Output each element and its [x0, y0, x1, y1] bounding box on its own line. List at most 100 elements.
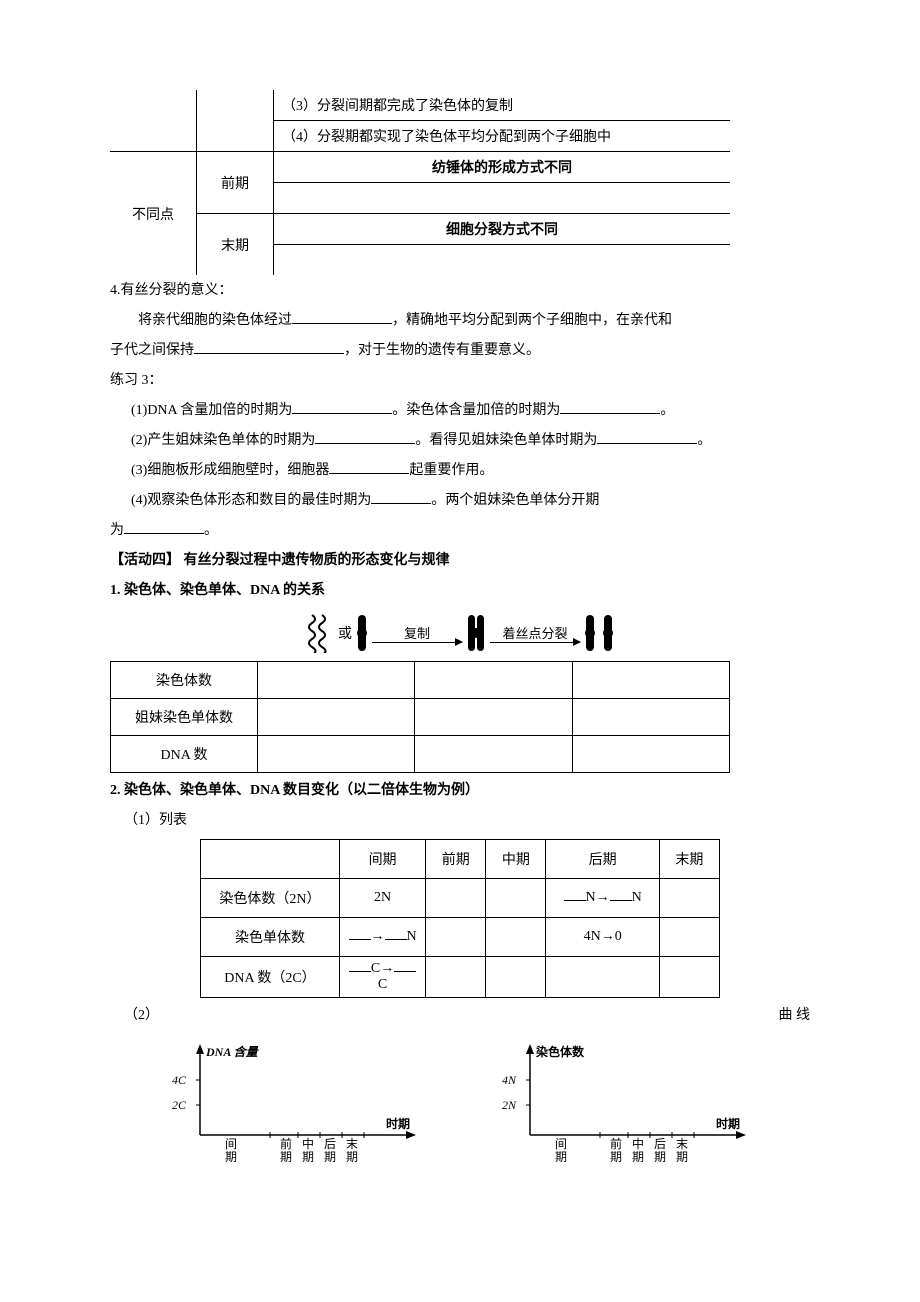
replication-diagram: 或 复制 着丝点分裂 — [110, 613, 810, 653]
graph-row: DNA 含量 4C 2C 时期 间 期 前 期 中 期 后 期 末 期 — [110, 1040, 810, 1170]
t3-r3-c4 — [546, 957, 659, 998]
g2-4n: 4N — [502, 1073, 517, 1087]
t3-r3c1b: C — [378, 977, 387, 992]
table1-telophase: 末期 — [197, 214, 274, 276]
t3-r2-c4: 4N→0 — [546, 918, 659, 957]
t3-r1-c1: 2N — [339, 879, 425, 918]
g2-x1b: 期 — [555, 1150, 567, 1164]
t3-r1-label: 染色体数（2N） — [201, 879, 340, 918]
blank — [292, 399, 392, 414]
count-table: 间期 前期 中期 后期 末期 染色体数（2N） 2N N→N 染色单体数 →N … — [200, 839, 720, 998]
table1-division: 细胞分裂方式不同 — [274, 214, 731, 245]
table1-same-4: （4）分裂期都实现了染色体平均分配到两个子细胞中 — [274, 121, 731, 152]
g1-ylabel: DNA 含量 — [205, 1045, 260, 1059]
table1-empty-cell — [110, 90, 197, 152]
q3a: (3)细胞板形成细胞壁时，细胞器 — [131, 463, 329, 478]
q1b: 。染色体含量加倍的时期为 — [392, 403, 560, 418]
t2-r1-c2 — [415, 662, 572, 699]
t3-r3-label: DNA 数（2C） — [201, 957, 340, 998]
split-label: 着丝点分裂 — [502, 623, 567, 642]
blank — [292, 309, 392, 324]
t3-r2-c1: →N — [339, 918, 425, 957]
two-chromatids-icon — [586, 615, 612, 651]
dna-content-graph: DNA 含量 4C 2C 时期 间 期 前 期 中 期 后 期 末 期 — [150, 1040, 440, 1170]
t3-h1: 间期 — [339, 840, 425, 879]
comparison-table: （3）分裂间期都完成了染色体的复制 （4）分裂期都实现了染色体平均分配到两个子细… — [110, 90, 730, 275]
sec2-curve: 曲 线 — [779, 1002, 811, 1030]
sec4-line2a: 子代之间保持 — [110, 343, 194, 358]
sec4-line1b: ，精确地平均分配到两个子细胞中，在亲代和 — [392, 313, 672, 328]
q4b: 。两个姐妹染色单体分开期 — [431, 493, 599, 508]
g1-x4a: 后 — [324, 1137, 336, 1151]
chromatin-thread-icon — [308, 613, 332, 653]
practice3-q3: (3)细胞板形成细胞壁时，细胞器起重要作用。 — [110, 457, 810, 485]
t2-r2-label: 姐妹染色单体数 — [111, 699, 258, 736]
t3-r1-c5 — [659, 879, 719, 918]
practice3-q2: (2)产生姐妹染色单体的时期为。看得见姐妹染色单体时期为。 — [110, 427, 810, 455]
g1-xlabel: 时期 — [386, 1116, 410, 1131]
relation-table: 染色体数 姐妹染色单体数 DNA 数 — [110, 661, 730, 773]
g1-x5a: 末 — [346, 1137, 358, 1151]
activity4-sub1: 1. 染色体、染色单体、DNA 的关系 — [110, 577, 810, 605]
t2-r1-c1 — [258, 662, 415, 699]
t3-blank-header — [201, 840, 340, 879]
t3-r1c4a: N→ — [586, 890, 610, 905]
g2-xlabel: 时期 — [716, 1116, 740, 1131]
t2-r2-c1 — [258, 699, 415, 736]
t3-r2-c5 — [659, 918, 719, 957]
g1-x3b: 期 — [302, 1150, 314, 1164]
blank — [560, 399, 660, 414]
table1-prophase: 前期 — [197, 152, 274, 214]
t2-r3-c1 — [258, 736, 415, 773]
sec4-line1: 将亲代细胞的染色体经过 ，精确地平均分配到两个子细胞中，在亲代和 — [110, 307, 810, 335]
blank — [194, 339, 344, 354]
sec2-sub1: （1）列表 — [110, 807, 810, 835]
g2-ylabel: 染色体数 — [535, 1044, 585, 1059]
g1-x3a: 中 — [302, 1136, 314, 1151]
t3-r1-c4: N→N — [546, 879, 659, 918]
g2-x2a: 前 — [610, 1136, 622, 1151]
t3-r2c1a: → — [371, 929, 385, 944]
g2-2n: 2N — [502, 1098, 517, 1112]
practice3-title: 练习 3： — [110, 367, 810, 395]
duplicated-chromosome-icon — [468, 615, 484, 651]
q4a: (4)观察染色体形态和数目的最佳时期为 — [131, 493, 371, 508]
g2-x5b: 期 — [676, 1150, 688, 1164]
page-container: （3）分裂间期都完成了染色体的复制 （4）分裂期都实现了染色体平均分配到两个子细… — [0, 0, 920, 1230]
or-label: 或 — [338, 623, 352, 643]
q1a: (1)DNA 含量加倍的时期为 — [131, 403, 292, 418]
t3-h2: 前期 — [426, 840, 486, 879]
practice3-q4: (4)观察染色体形态和数目的最佳时期为 。两个姐妹染色单体分开期 — [110, 487, 810, 515]
table1-spindle: 纺锤体的形成方式不同 — [274, 152, 731, 183]
t3-h5: 末期 — [659, 840, 719, 879]
t3-r3-c5 — [659, 957, 719, 998]
g1-x1a: 间 — [225, 1137, 237, 1151]
sec4-line2: 子代之间保持，对于生物的遗传有重要意义。 — [110, 337, 810, 365]
q1c: 。 — [660, 403, 674, 418]
t3-r3-c1: C→C — [339, 957, 425, 998]
copy-label: 复制 — [404, 623, 430, 642]
blank — [329, 459, 409, 474]
t3-r2-label: 染色单体数 — [201, 918, 340, 957]
blank — [315, 429, 415, 444]
blank — [597, 429, 697, 444]
g2-x4b: 期 — [654, 1150, 666, 1164]
t3-r3c1a: C→ — [371, 961, 394, 976]
t3-r2c1b: N — [407, 929, 417, 944]
table1-blank-2 — [274, 245, 731, 276]
t3-r2-c2 — [426, 918, 486, 957]
t2-r2-c3 — [572, 699, 729, 736]
g2-x3b: 期 — [632, 1150, 644, 1164]
q2c: 。 — [697, 433, 711, 448]
single-chromatid-icon — [358, 615, 366, 651]
g1-x5b: 期 — [346, 1150, 358, 1164]
g1-x4b: 期 — [324, 1150, 336, 1164]
t2-r1-label: 染色体数 — [111, 662, 258, 699]
g1-x1b: 期 — [225, 1150, 237, 1164]
table1-blank-1 — [274, 183, 731, 214]
g1-4c: 4C — [172, 1073, 187, 1087]
g2-x3a: 中 — [632, 1136, 644, 1151]
sec4-line1a: 将亲代细胞的染色体经过 — [138, 313, 292, 328]
g1-2c: 2C — [172, 1098, 187, 1112]
t2-r3-c3 — [572, 736, 729, 773]
